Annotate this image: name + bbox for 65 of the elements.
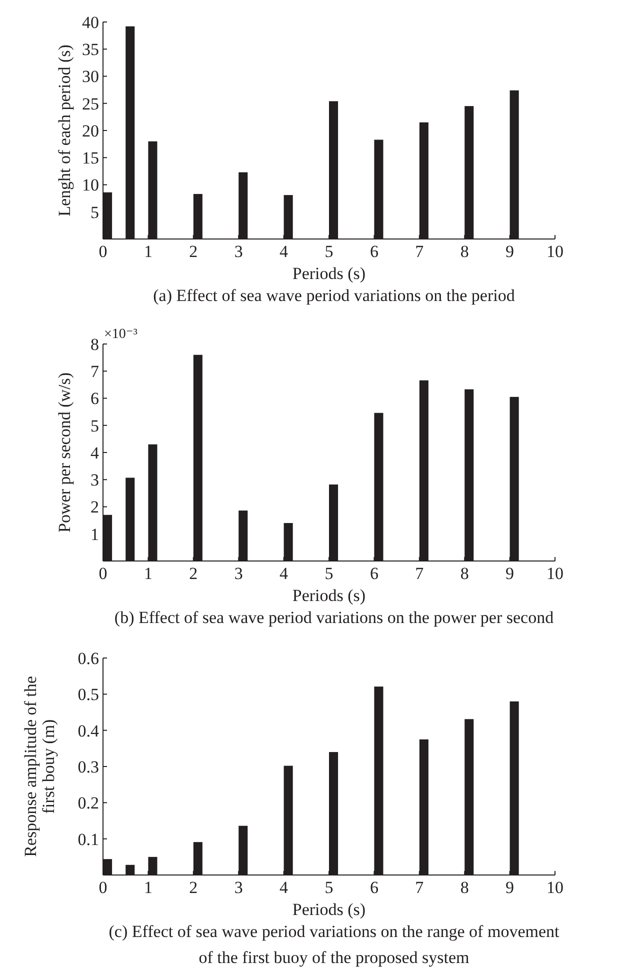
x-tick-label: 4 (280, 564, 289, 583)
y-tick-label: 15 (82, 148, 99, 168)
x-tick-label: 9 (506, 242, 514, 261)
x-tick-label: 3 (234, 878, 243, 897)
y-tick-label: 4 (90, 443, 100, 462)
x-tick-label: 9 (506, 878, 514, 897)
x-tick-label: 6 (370, 564, 378, 583)
x-tick-label: 10 (546, 242, 564, 261)
x-tick-label: 4 (280, 242, 289, 261)
x-tick-label: 1 (144, 564, 152, 583)
x-tick-label: 1 (144, 242, 152, 261)
x-tick-label: 5 (324, 878, 334, 897)
x-tick-label: 8 (460, 242, 469, 261)
y-tick-label: 0.3 (78, 757, 99, 776)
x-tick-label: 1 (144, 878, 152, 897)
y-tick-label: 20 (82, 121, 99, 140)
y-tick-label: 0.5 (78, 685, 99, 704)
y-tick-label: 30 (82, 67, 99, 86)
y-axis-title: Power per second (w/s) (55, 372, 74, 533)
y-tick-label: 8 (90, 334, 99, 354)
x-axis-title: Periods (s) (292, 586, 366, 605)
y-tick-label: 5 (90, 202, 99, 222)
x-tick-label: 10 (546, 878, 564, 897)
x-tick-label: 0 (98, 564, 108, 583)
x-tick-label: 7 (415, 242, 424, 261)
y-tick-label: 7 (90, 362, 100, 382)
x-tick-label: 5 (324, 242, 334, 261)
y-tick-label: 10 (82, 176, 99, 195)
x-tick-label: 10 (546, 564, 564, 583)
x-tick-label: 7 (415, 878, 424, 897)
x-tick-label: 8 (460, 564, 469, 583)
y-tick-label: 6 (90, 389, 99, 408)
x-tick-label: 2 (189, 878, 198, 897)
x-tick-label: 9 (506, 564, 514, 583)
x-tick-label: 7 (415, 564, 424, 583)
x-tick-label: 3 (234, 242, 243, 261)
text: ×10⁻³ (104, 327, 138, 342)
y-axis-title: Response amplitude of the first bouy (m) (21, 676, 58, 857)
y-tick-label: 1 (90, 524, 99, 544)
text: (a) Effect of sea wave period variations on the period (153, 286, 516, 305)
y-tick-label: 0.4 (78, 721, 100, 740)
x-tick-label: 4 (280, 878, 289, 897)
y-tick-label: 25 (82, 94, 99, 114)
x-axis-title: Periods (s) (292, 264, 366, 283)
y-tick-label: 5 (90, 416, 99, 436)
x-tick-label: 0 (98, 878, 108, 897)
x-axis-title: Periods (s) (292, 900, 366, 919)
x-tick-label: 6 (370, 878, 378, 897)
x-tick-label: 2 (189, 564, 198, 583)
text: (c) Effect of sea wave period variations on the range of movement of the first buoy of the proposed system (108, 922, 560, 967)
x-tick-label: 6 (370, 242, 378, 261)
y-tick-label: 2 (90, 498, 99, 517)
x-tick-label: 0 (98, 242, 108, 261)
x-tick-label: 8 (460, 878, 469, 897)
y-tick-label: 35 (82, 40, 99, 60)
y-tick-label: 3 (90, 470, 99, 490)
x-tick-label: 3 (234, 564, 243, 583)
y-tick-label: 0.6 (78, 648, 99, 668)
x-tick-label: 5 (324, 564, 334, 583)
x-tick-label: 2 (189, 242, 198, 261)
y-tick-label: 0.1 (78, 830, 99, 849)
text: (b) Effect of sea wave period variations on the power per second (114, 608, 554, 627)
y-tick-label: 0.2 (78, 794, 99, 813)
y-axis-title: Lenght of each period (s) (55, 44, 74, 216)
y-tick-label: 40 (82, 12, 99, 32)
